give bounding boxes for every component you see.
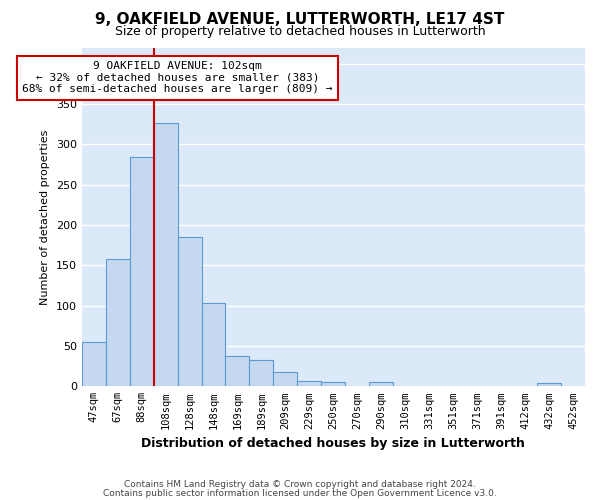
Text: 9, OAKFIELD AVENUE, LUTTERWORTH, LE17 4ST: 9, OAKFIELD AVENUE, LUTTERWORTH, LE17 4S… [95, 12, 505, 28]
Bar [274, 372, 298, 386]
Text: Size of property relative to detached houses in Lutterworth: Size of property relative to detached ho… [115, 25, 485, 38]
Bar [322, 382, 346, 386]
Bar [226, 356, 250, 386]
Text: Contains HM Land Registry data © Crown copyright and database right 2024.: Contains HM Land Registry data © Crown c… [124, 480, 476, 489]
Y-axis label: Number of detached properties: Number of detached properties [40, 129, 50, 304]
Bar [106, 259, 130, 386]
Bar [178, 237, 202, 386]
Bar [250, 360, 274, 386]
Bar [537, 383, 561, 386]
Bar [82, 342, 106, 386]
Bar [298, 382, 322, 386]
Text: 9 OAKFIELD AVENUE: 102sqm
← 32% of detached houses are smaller (383)
68% of semi: 9 OAKFIELD AVENUE: 102sqm ← 32% of detac… [22, 61, 333, 94]
Bar [369, 382, 393, 386]
X-axis label: Distribution of detached houses by size in Lutterworth: Distribution of detached houses by size … [142, 437, 525, 450]
Text: Contains public sector information licensed under the Open Government Licence v3: Contains public sector information licen… [103, 488, 497, 498]
Bar [202, 303, 226, 386]
Bar [154, 122, 178, 386]
Bar [130, 157, 154, 386]
